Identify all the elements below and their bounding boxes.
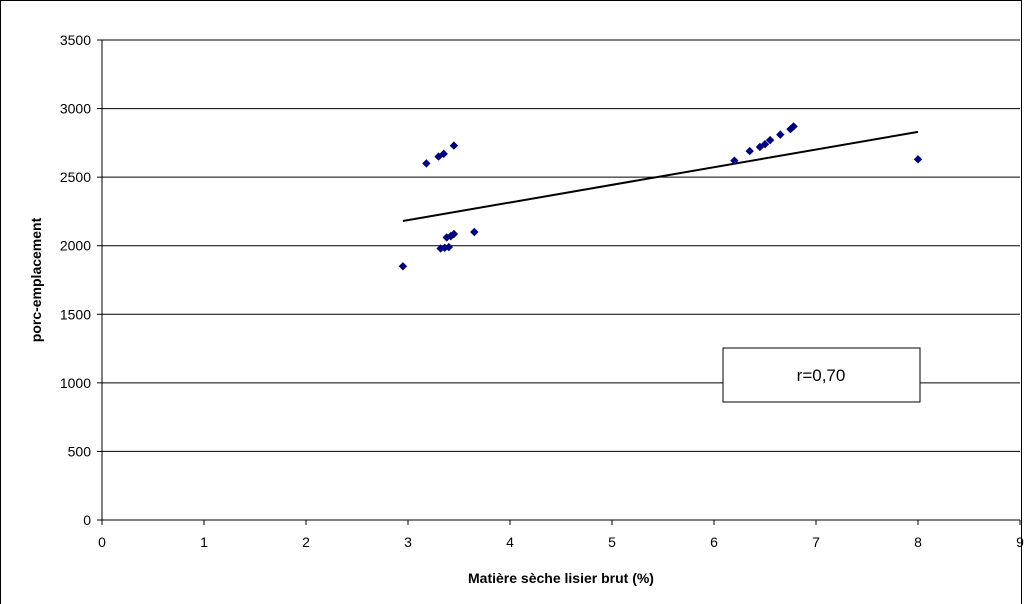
- data-point: [745, 146, 754, 156]
- y-tick-label: 0: [83, 512, 91, 528]
- x-tick-label: 8: [914, 534, 922, 550]
- data-point: [422, 159, 431, 168]
- x-tick-label: 6: [710, 534, 718, 550]
- y-tick-label: 3000: [60, 101, 91, 117]
- y-tick-label: 500: [68, 443, 92, 459]
- y-tick-label: 2500: [60, 169, 91, 185]
- x-tick-label: 9: [1016, 534, 1024, 550]
- y-axis-title: porc-emplacement: [28, 217, 44, 342]
- data-point: [730, 156, 739, 165]
- x-tick-label: 2: [302, 534, 310, 550]
- data-point: [449, 229, 459, 239]
- data-point: [449, 141, 459, 150]
- x-tick-labels: 0 1 2 3 4 5 6 7 8 9: [98, 520, 1024, 550]
- x-tick-label: 1: [200, 534, 208, 550]
- data-point: [470, 227, 479, 237]
- x-tick-label: 3: [404, 534, 412, 550]
- x-axis-title: Matière sèche lisier brut (%): [468, 570, 654, 586]
- data-point: [439, 149, 448, 159]
- y-tick-label: 1000: [60, 375, 91, 391]
- data-points: [398, 122, 923, 271]
- x-tick-label: 5: [608, 534, 616, 550]
- x-tick-label: 7: [812, 534, 820, 550]
- data-point: [760, 140, 770, 149]
- y-tick-label: 1500: [60, 306, 91, 322]
- correlation-label: r=0,70: [797, 366, 846, 385]
- y-tick-label: 2000: [60, 238, 91, 254]
- data-point: [446, 231, 456, 241]
- y-tick-labels: 0 500 1000 1500 2000 2500 3000 3500: [60, 32, 102, 528]
- trendline: [402, 130, 919, 223]
- data-point: [398, 262, 408, 271]
- gridlines: [102, 39, 1020, 452]
- data-point: [444, 242, 453, 252]
- x-tick-label: 0: [98, 534, 106, 550]
- x-tick-label: 4: [506, 534, 514, 550]
- data-point: [765, 135, 775, 145]
- data-point: [913, 155, 923, 164]
- annotation-box: r=0,70: [722, 347, 921, 403]
- axes: [101, 40, 1020, 521]
- data-point: [776, 130, 785, 139]
- y-tick-label: 3500: [60, 32, 91, 48]
- data-point: [789, 122, 798, 131]
